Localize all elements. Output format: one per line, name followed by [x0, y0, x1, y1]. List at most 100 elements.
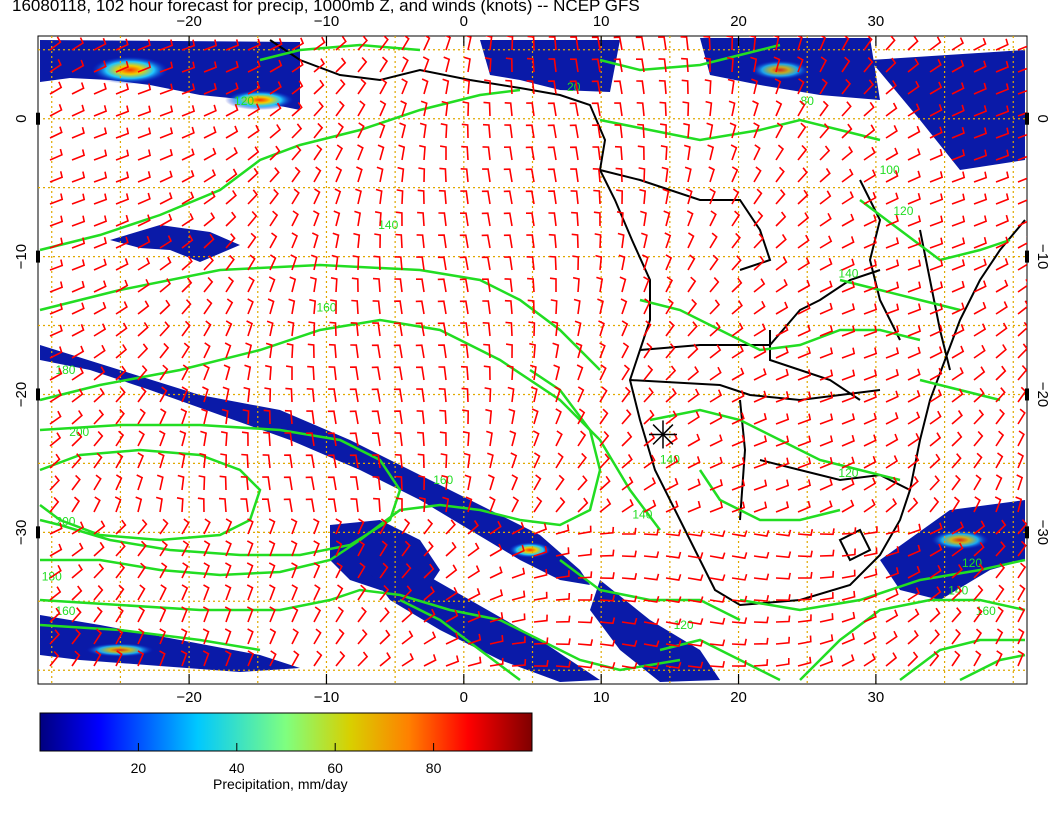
wind-barb: [797, 56, 804, 73]
wind-barb: [137, 584, 146, 601]
lat-tick: [36, 526, 40, 539]
wind-barb: [394, 453, 403, 469]
wind-barb: [115, 236, 129, 249]
contour-label: 160: [433, 473, 453, 487]
wind-barb: [555, 474, 565, 491]
wind-barb: [797, 234, 810, 249]
wind-barb: [731, 345, 744, 359]
wind-barb: [775, 144, 785, 161]
wind-barb: [460, 365, 469, 381]
wind-barb: [577, 661, 594, 669]
wind-barb: [335, 144, 344, 161]
wind-barb: [841, 478, 855, 491]
wind-barb: [527, 277, 535, 293]
wind-barb: [681, 79, 689, 95]
wind-barb: [929, 81, 943, 95]
wind-barb: [49, 522, 63, 535]
wind-barb: [313, 36, 326, 51]
wind-barb: [641, 232, 648, 249]
wind-barb: [327, 432, 337, 447]
colorbar-tick-label: 20: [130, 760, 147, 776]
lat-tick-label: −20: [1034, 382, 1051, 407]
wind-barb: [907, 80, 920, 95]
wind-barb: [291, 58, 304, 73]
wind-barb: [137, 540, 147, 557]
wind-barb: [951, 193, 966, 205]
wind-barb: [863, 589, 878, 601]
wind-barb: [841, 101, 852, 117]
wind-barb: [731, 638, 747, 646]
wind-barb: [526, 212, 535, 227]
wind-barb: [335, 518, 343, 535]
wind-barb: [49, 496, 60, 513]
wind-barb: [863, 303, 878, 315]
wind-barb: [555, 660, 571, 668]
wind-barb: [49, 281, 64, 293]
wind-barb: [423, 518, 434, 535]
wind-barb: [995, 214, 1009, 227]
wind-barb: [1017, 584, 1026, 601]
wind-barb: [487, 474, 495, 491]
wind-barb: [269, 167, 280, 183]
wind-barb: [1017, 300, 1027, 315]
wind-barb: [357, 36, 368, 51]
wind-barb: [159, 278, 172, 293]
lon-tick-label: 0: [460, 689, 468, 706]
wind-barb: [841, 191, 854, 205]
wind-barb: [841, 347, 856, 359]
wind-barb: [379, 518, 388, 535]
wind-barb: [137, 83, 152, 95]
contour-label: 160: [316, 301, 336, 315]
wind-barb: [49, 193, 64, 205]
wind-barb: [530, 386, 538, 403]
wind-barb: [335, 584, 344, 601]
wind-barb: [533, 452, 541, 469]
wind-barb: [49, 564, 62, 579]
wind-barb: [291, 37, 305, 51]
wind-barb: [951, 324, 965, 337]
wind-barb: [797, 324, 811, 337]
wind-barb: [357, 122, 365, 139]
wind-barb: [709, 479, 723, 491]
lon-tick-label: −10: [314, 689, 339, 706]
wind-barb: [438, 212, 447, 227]
wind-barb: [218, 497, 227, 513]
wind-barb: [621, 595, 638, 603]
wind-barb: [441, 474, 449, 491]
wind-barb: [115, 60, 129, 73]
wind-barb: [291, 188, 300, 205]
wind-barb: [659, 123, 667, 139]
wind-barb: [775, 100, 783, 117]
wind-barb: [225, 298, 234, 315]
wind-barb: [643, 662, 660, 670]
wind-barb: [592, 168, 601, 183]
wind-barb: [489, 520, 502, 535]
wind-barb: [115, 193, 130, 205]
wind-barb: [93, 496, 101, 513]
wind-barb: [49, 148, 63, 161]
wind-barb: [885, 609, 899, 623]
wind-barbs: [49, 36, 1027, 670]
wind-barb: [419, 144, 426, 161]
wind-barb: [797, 457, 812, 469]
wind-barb: [137, 650, 145, 667]
wind-barb: [269, 124, 282, 139]
wind-barb: [569, 102, 579, 117]
wind-barb: [885, 259, 900, 271]
wind-barb: [577, 386, 585, 403]
wind-barb: [203, 39, 218, 51]
wind-barb: [220, 453, 228, 469]
wind-barb: [225, 39, 240, 51]
wind-barb: [159, 39, 174, 51]
wind-barb: [202, 386, 209, 403]
wind-barb: [753, 122, 760, 139]
wind-barb: [907, 523, 922, 535]
wind-barb: [371, 410, 381, 425]
wind-barb: [907, 259, 922, 271]
wind-barb: [357, 518, 365, 535]
wind-barb: [643, 454, 656, 469]
wind-barb: [929, 36, 942, 51]
wind-barb: [93, 430, 104, 447]
wind-barb: [291, 628, 299, 645]
wind-barb: [350, 344, 359, 359]
